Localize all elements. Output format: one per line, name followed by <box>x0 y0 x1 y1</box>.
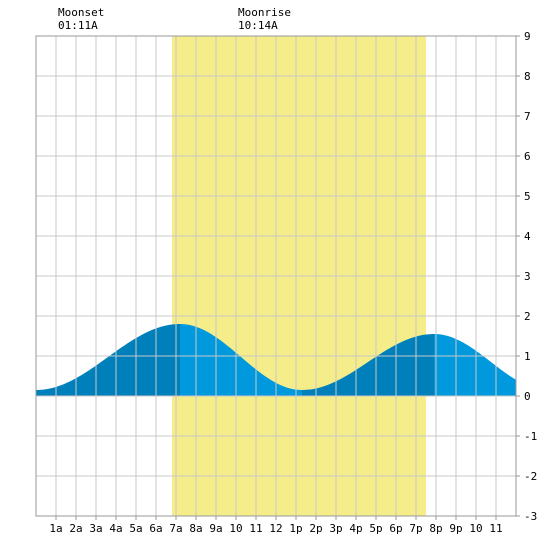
y-tick-label: 5 <box>524 190 531 203</box>
y-tick-label: -1 <box>524 430 537 443</box>
x-tick-label: 8p <box>429 522 442 535</box>
y-tick-label: 1 <box>524 350 531 363</box>
moonset-label: Moonset <box>58 6 104 19</box>
x-tick-label: 5a <box>129 522 142 535</box>
x-tick-label: 5p <box>369 522 382 535</box>
y-tick-label: 3 <box>524 270 531 283</box>
y-tick-label: 7 <box>524 110 531 123</box>
y-tick-label: -2 <box>524 470 537 483</box>
tide-segment-rising <box>302 334 434 396</box>
x-tick-label: 6p <box>389 522 402 535</box>
y-tick-label: 4 <box>524 230 531 243</box>
x-tick-label: 7a <box>169 522 182 535</box>
x-tick-label: 11 <box>249 522 262 535</box>
tide-segment-rising <box>36 324 180 396</box>
grid <box>36 36 516 516</box>
x-tick-label: 1a <box>49 522 62 535</box>
x-tick-label: 8a <box>189 522 202 535</box>
x-tick-label: 2a <box>69 522 82 535</box>
x-tick-label: 10 <box>469 522 482 535</box>
y-tick-label: 0 <box>524 390 531 403</box>
x-tick-label: 2p <box>309 522 322 535</box>
x-tick-label: 3p <box>329 522 342 535</box>
x-tick-label: 3a <box>89 522 102 535</box>
x-tick-label: 9p <box>449 522 462 535</box>
x-tick-label: 7p <box>409 522 422 535</box>
x-tick-label: 9a <box>209 522 222 535</box>
y-tick-label: 8 <box>524 70 531 83</box>
x-axis-ticks: 1a 2a 3a 4a 5a 6a 7a 8a 9a 10 11 12 1p 2p 3p 4p 5p 6p 7p 8p… <box>49 516 503 535</box>
x-tick-label: 6a <box>149 522 162 535</box>
y-tick-label: 2 <box>524 310 531 323</box>
y-tick-label: -3 <box>524 510 537 523</box>
y-tick-label: 6 <box>524 150 531 163</box>
moonset-time: 01:11A <box>58 19 98 32</box>
x-tick-label: 10 <box>229 522 242 535</box>
y-axis-ticks: -3 -2 -1 0 1 2 3 4 5 6 7 8 9 <box>516 30 537 523</box>
x-tick-label: 1p <box>289 522 302 535</box>
y-tick-label: 9 <box>524 30 531 43</box>
moonrise-label: Moonrise <box>238 6 291 19</box>
x-tick-label: 4p <box>349 522 362 535</box>
x-tick-label: 4a <box>109 522 122 535</box>
tide-segment-falling <box>180 324 302 396</box>
x-tick-label: 12 <box>269 522 282 535</box>
x-tick-label: 11 <box>489 522 502 535</box>
moonrise-time: 10:14A <box>238 19 278 32</box>
